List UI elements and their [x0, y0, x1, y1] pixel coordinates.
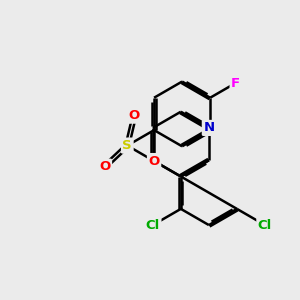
Text: O: O: [99, 160, 110, 173]
Text: O: O: [148, 154, 160, 167]
Text: F: F: [231, 76, 240, 89]
Text: O: O: [129, 109, 140, 122]
Text: S: S: [122, 139, 132, 152]
Text: Cl: Cl: [258, 219, 272, 232]
Text: Cl: Cl: [146, 219, 160, 232]
Text: N: N: [203, 122, 214, 134]
